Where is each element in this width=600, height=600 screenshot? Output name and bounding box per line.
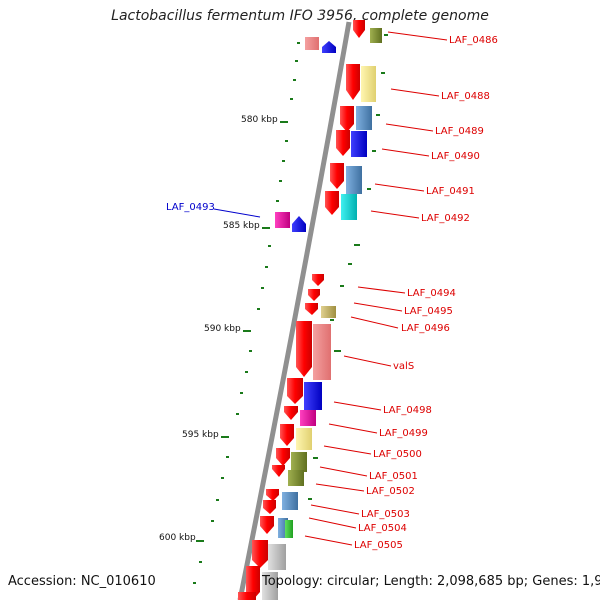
gene-arrow[interactable] xyxy=(266,489,279,501)
genome-summary-text: Topology: circular; Length: 2,098,685 bp… xyxy=(262,574,600,589)
gene-label[interactable]: LAF_0499 xyxy=(379,428,428,439)
gene-label[interactable]: LAF_0493 xyxy=(166,202,215,213)
genome-backbone xyxy=(237,21,352,600)
gene-label[interactable]: valS xyxy=(393,361,414,372)
gene-label[interactable]: LAF_0494 xyxy=(407,288,456,299)
gene-arrow[interactable] xyxy=(287,378,303,404)
gene-label[interactable]: LAF_0498 xyxy=(383,405,432,416)
gene-arrow[interactable] xyxy=(246,566,260,600)
gene-block[interactable] xyxy=(370,28,382,43)
gene-arrow[interactable] xyxy=(272,465,285,477)
gene-labels: LAF_0486 LAF_0488 LAF_0489 LAF_0490 LAF_… xyxy=(166,35,498,551)
leader-line-laf0493 xyxy=(213,208,261,218)
gene-block[interactable] xyxy=(268,544,286,570)
scale-label: 595 kbp xyxy=(182,430,219,440)
gene-block[interactable] xyxy=(351,131,367,157)
gene-arrow[interactable] xyxy=(305,303,318,315)
gene-arrow[interactable] xyxy=(292,216,306,232)
gene-block[interactable] xyxy=(296,428,312,450)
gene-label[interactable]: LAF_0505 xyxy=(354,540,403,551)
gene-block[interactable] xyxy=(341,194,357,220)
gene-arrow[interactable] xyxy=(353,20,365,38)
gene-arrow[interactable] xyxy=(325,191,339,215)
gene-label[interactable]: LAF_0502 xyxy=(366,486,415,497)
gene-arrow[interactable] xyxy=(312,274,324,286)
gene-block[interactable] xyxy=(275,212,290,228)
gene-label[interactable]: LAF_0488 xyxy=(441,91,490,102)
scale-label: 585 kbp xyxy=(223,221,260,231)
gene-block[interactable] xyxy=(278,518,288,538)
gene-arrow[interactable] xyxy=(330,163,344,189)
gene-arrow[interactable] xyxy=(280,424,294,446)
scale-major-tick xyxy=(280,121,288,123)
gene-block[interactable] xyxy=(285,520,293,538)
gene-arrow[interactable] xyxy=(336,130,350,156)
gene-label[interactable]: LAF_0496 xyxy=(401,323,450,334)
accession-text: Accession: NC_010610 xyxy=(8,574,156,589)
gene-arrow[interactable] xyxy=(263,500,276,514)
gene-arrow[interactable] xyxy=(260,516,274,534)
gene-label[interactable]: LAF_0495 xyxy=(404,306,453,317)
scale-label: 600 kbp xyxy=(159,533,196,543)
gene-arrow[interactable] xyxy=(346,64,360,100)
scale-major-tick xyxy=(243,330,251,332)
gene-block[interactable] xyxy=(346,166,362,194)
genome-title: Lactobacillus fermentum IFO 3956, comple… xyxy=(111,8,489,24)
gene-arrow[interactable] xyxy=(308,289,320,301)
gene-arrow[interactable] xyxy=(276,448,290,466)
scale-major-tick xyxy=(221,436,229,438)
gene-block[interactable] xyxy=(288,470,304,486)
gene-label[interactable]: LAF_0489 xyxy=(435,126,484,137)
gene-block[interactable] xyxy=(238,592,256,600)
genes-inner-ring[interactable] xyxy=(275,37,336,232)
gene-label[interactable]: LAF_0501 xyxy=(369,471,418,482)
gene-label[interactable]: LAF_0500 xyxy=(373,449,422,460)
gene-block[interactable] xyxy=(361,66,376,102)
gene-block[interactable] xyxy=(304,382,322,410)
gene-block[interactable] xyxy=(313,324,331,380)
gene-label[interactable]: LAF_0492 xyxy=(421,213,470,224)
gene-arrow[interactable] xyxy=(284,406,298,420)
gene-label[interactable]: LAF_0503 xyxy=(361,509,410,520)
scale-arc xyxy=(193,42,300,584)
gene-arrow[interactable] xyxy=(340,106,354,132)
scale-label: 590 kbp xyxy=(204,324,241,334)
label-leader-lines xyxy=(304,31,448,546)
gene-block[interactable] xyxy=(291,452,307,472)
gene-label[interactable]: LAF_0490 xyxy=(431,151,480,162)
gene-label[interactable]: LAF_0486 xyxy=(449,35,498,46)
genes-outer-ring[interactable] xyxy=(238,20,382,600)
gene-arrow[interactable] xyxy=(252,540,268,568)
scale-labels: 580 kbp 585 kbp 590 kbp 595 kbp 600 kbp xyxy=(159,115,278,543)
gene-block[interactable] xyxy=(282,492,298,510)
gene-block[interactable] xyxy=(300,410,316,426)
gene-block[interactable] xyxy=(262,572,278,600)
gene-arrow[interactable] xyxy=(322,41,336,53)
gene-label[interactable]: LAF_0491 xyxy=(426,186,475,197)
outer-tick-marks xyxy=(308,34,388,500)
gene-arrow[interactable] xyxy=(296,321,312,377)
gene-label[interactable]: LAF_0504 xyxy=(358,523,407,534)
scale-major-tick xyxy=(262,227,270,229)
scale-label: 580 kbp xyxy=(241,115,278,125)
scale-major-tick xyxy=(196,540,204,542)
gene-block[interactable] xyxy=(321,306,336,318)
gene-block[interactable] xyxy=(356,106,372,130)
gene-block[interactable] xyxy=(305,37,319,50)
